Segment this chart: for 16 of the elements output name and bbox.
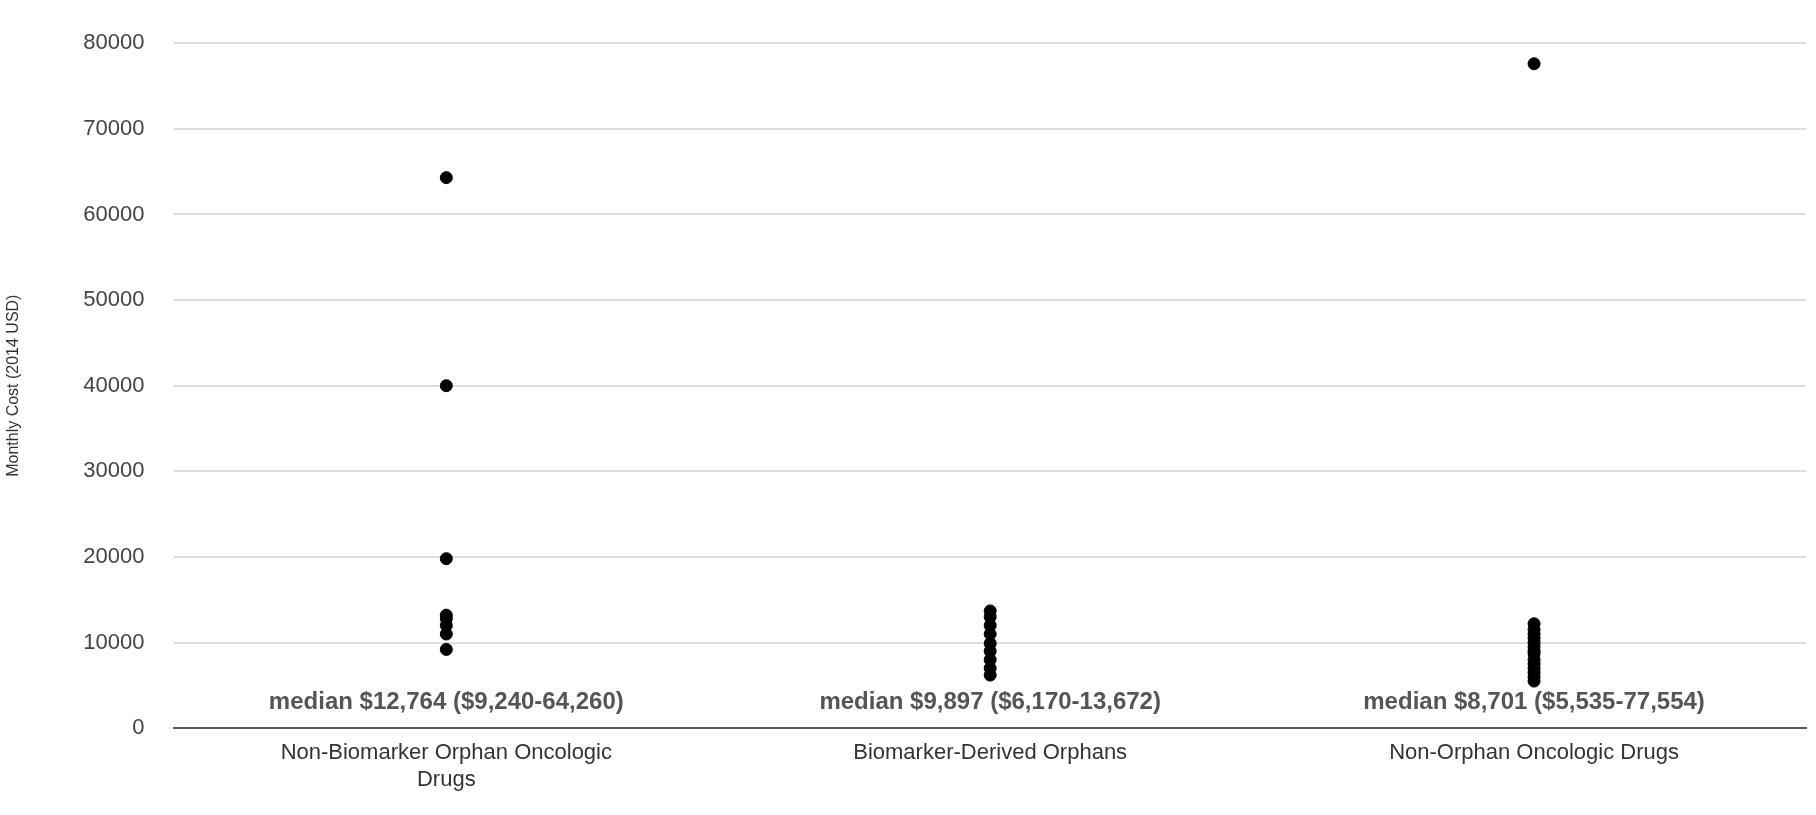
annotation: median $8,701 ($5,535-77,554) (1363, 686, 1705, 714)
y-tick-label: 60000 (83, 200, 145, 226)
y-axis-title: Monthly Cost (2014 USD) (4, 294, 22, 477)
x-tick-label: Non-Orphan Oncologic Drugs (1389, 739, 1679, 765)
y-tick-label: 20000 (83, 543, 145, 569)
y-tick-label: 10000 (83, 628, 145, 654)
y-tick-label: 50000 (83, 286, 145, 312)
y-tick-label: 30000 (83, 457, 145, 483)
annotation: median $12,764 ($9,240-64,260) (268, 686, 624, 714)
y-tick-label: 40000 (83, 371, 145, 397)
x-tick-label: Non-Biomarker Orphan Oncologic Drugs (280, 739, 612, 791)
y-tick-label: 70000 (83, 114, 145, 140)
y-tick-label: 80000 (83, 29, 145, 55)
x-tick-label: Biomarker-Derived Orphans (853, 739, 1128, 765)
y-tick-label: 0 (132, 714, 145, 740)
annotation: median $9,897 ($6,170-13,672) (819, 686, 1161, 714)
